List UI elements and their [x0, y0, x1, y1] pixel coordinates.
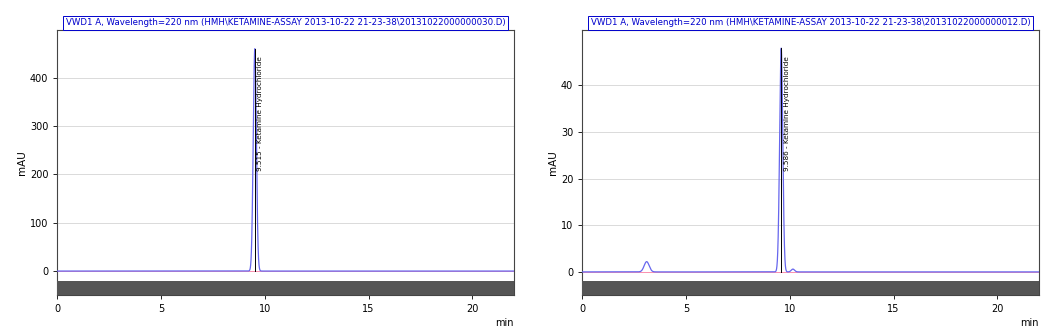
Text: 9.586 - Ketamine Hydrochloride: 9.586 - Ketamine Hydrochloride [784, 56, 789, 171]
Y-axis label: mAU: mAU [548, 150, 559, 175]
Title: VWD1 A, Wavelength=220 nm (HMH\KETAMINE-ASSAY 2013-10-22 21-23-38\20131022000000: VWD1 A, Wavelength=220 nm (HMH\KETAMINE-… [591, 18, 1030, 27]
Text: 9.515 - Ketamine Hydrochloride: 9.515 - Ketamine Hydrochloride [257, 56, 263, 171]
Bar [57, 281, 514, 295]
Title: VWD1 A, Wavelength=220 nm (HMH\KETAMINE-ASSAY 2013-10-22 21-23-38\20131022000000: VWD1 A, Wavelength=220 nm (HMH\KETAMINE-… [66, 18, 505, 27]
Y-axis label: mAU: mAU [17, 150, 27, 175]
Text: min: min [1020, 318, 1039, 328]
Text: min: min [495, 318, 514, 328]
Bar [583, 281, 1039, 295]
